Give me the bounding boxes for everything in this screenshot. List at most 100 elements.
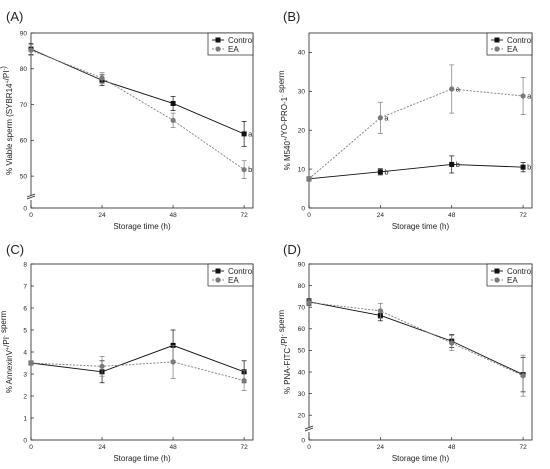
legend-marker-control-c — [215, 268, 221, 274]
y-tick-label-d: 70 — [298, 305, 306, 312]
data-point-ea-a — [170, 117, 176, 123]
series-line-ea-a — [30, 49, 245, 171]
y-tick-label-b: 0 — [301, 205, 305, 212]
panel-a: (A) 0 50 60 70 80 90 0 24 48 72 Storage time (h) % … — [0, 9, 254, 231]
y-tick-label-c: 3 — [23, 371, 27, 378]
x-tick-label-a: 72 — [241, 212, 249, 219]
axis-break-mark-a — [26, 193, 36, 198]
legend-marker-ea-b — [494, 46, 500, 52]
y-tick-label-d: 30 — [298, 391, 306, 398]
legend-label-control-d: Control — [507, 267, 533, 276]
y-tick-label-c: 1 — [23, 415, 27, 422]
x-axis-label-c: Storage time (h) — [113, 454, 171, 463]
significance-label-b: a — [527, 92, 532, 101]
y-tick-label-d: 50 — [298, 348, 306, 355]
y-tick-label-d: 90 — [298, 261, 306, 268]
axis-break-mark-d — [304, 427, 314, 432]
axis-break-mark-a — [26, 195, 36, 200]
significance-label-a: a — [248, 129, 253, 138]
y-tick-label-c: 4 — [23, 349, 27, 356]
legend-label-control-c: Control — [228, 267, 254, 276]
y-tick-label-b: 20 — [298, 128, 306, 135]
y-tick-label-c: 5 — [23, 327, 27, 334]
legend-marker-control-a — [215, 37, 221, 43]
panel-label-b: (B) — [283, 9, 300, 24]
panel-label-a: (A) — [6, 9, 23, 24]
plot-frame-a — [30, 32, 254, 209]
data-point-ea-b — [377, 115, 383, 121]
data-point-ea-d — [449, 340, 455, 346]
series-line-control-a — [30, 48, 245, 135]
data-point-ea-c — [28, 360, 34, 366]
x-tick-label-b: 0 — [307, 212, 311, 219]
y-axis-label-b: % M540+/YO-PRO-1- sperm — [277, 70, 292, 170]
y-tick-label-d: 40 — [298, 369, 306, 376]
legend-marker-control-b — [494, 37, 500, 43]
significance-label-b: b — [456, 160, 460, 169]
series-line-control-b — [308, 163, 524, 180]
y-tick-label-d: 20 — [298, 413, 306, 420]
y-tick-label-d: 60 — [298, 326, 306, 333]
y-tick-label-a: 70 — [20, 102, 28, 109]
panel-b: (B) 0 10 20 30 40 0 24 48 72 Storage time (h) % M5… — [277, 9, 533, 231]
x-axis-label-d: Storage time (h) — [392, 454, 450, 463]
x-tick-label-c: 24 — [98, 444, 106, 451]
data-point-ea-b — [520, 93, 526, 99]
significance-label-b: a — [384, 113, 389, 122]
data-point-ea-a — [241, 167, 247, 173]
plot-frame-d — [308, 263, 533, 441]
legend-marker-ea-a — [215, 46, 221, 52]
data-point-control-b — [520, 164, 526, 170]
series-line-ea-c — [30, 361, 245, 382]
y-tick-label-a: 0 — [23, 205, 27, 212]
x-tick-label-d: 24 — [377, 444, 385, 451]
legend-label-ea-a: EA — [228, 45, 239, 54]
y-tick-label-a: 50 — [20, 173, 28, 180]
y-axis-label-c: % AnnexinV+/PI- sperm — [0, 310, 14, 393]
legend-label-ea-b: EA — [507, 45, 518, 54]
data-point-ea-d — [377, 308, 383, 314]
x-tick-label-a: 48 — [169, 212, 177, 219]
legend-label-control-b: Control — [507, 36, 533, 45]
legend-label-ea-c: EA — [228, 276, 239, 285]
series-line-ea-d — [308, 302, 524, 377]
x-tick-label-d: 72 — [519, 444, 527, 451]
y-tick-label-a: 90 — [20, 30, 28, 37]
y-axis-label-a: % Viable sperm (SYBR14+/PI-) — [0, 66, 14, 175]
x-tick-label-b: 72 — [519, 212, 527, 219]
y-tick-label-c: 0 — [23, 437, 27, 444]
legend-label-ea-d: EA — [507, 276, 518, 285]
x-tick-label-a: 24 — [98, 212, 106, 219]
data-point-control-a — [170, 100, 176, 106]
y-tick-label-b: 10 — [298, 166, 306, 173]
x-tick-label-d: 0 — [307, 444, 311, 451]
data-point-ea-b — [306, 176, 312, 182]
panel-label-c: (C) — [6, 242, 24, 257]
x-axis-label-a: Storage time (h) — [113, 222, 171, 231]
x-tick-label-c: 72 — [241, 444, 249, 451]
legend-label-control-a: Control — [228, 36, 254, 45]
data-point-control-b — [377, 169, 383, 175]
y-axis-label-d: % PNA-FITC-/PI- sperm — [277, 310, 292, 394]
legend-marker-ea-d — [494, 277, 500, 283]
panel-c: (C) 0 1 2 3 4 5 6 7 8 0 24 48 72 Storage time (h) % An… — [0, 242, 254, 463]
x-axis-label-b: Storage time (h) — [392, 222, 450, 231]
x-tick-label-c: 48 — [169, 444, 177, 451]
significance-label-a: b — [248, 165, 252, 174]
data-point-ea-a — [99, 75, 105, 81]
x-tick-label-b: 24 — [377, 212, 385, 219]
panel-label-d: (D) — [283, 242, 301, 257]
series-line-control-d — [308, 301, 524, 375]
legend-marker-ea-c — [215, 277, 221, 283]
x-tick-label-d: 48 — [448, 444, 456, 451]
axis-break-mark-d — [304, 425, 314, 430]
y-tick-label-a: 80 — [20, 66, 28, 73]
y-tick-label-c: 6 — [23, 305, 27, 312]
y-tick-label-c: 7 — [23, 283, 27, 290]
y-tick-label-c: 8 — [23, 261, 27, 268]
significance-label-b: a — [456, 85, 461, 94]
